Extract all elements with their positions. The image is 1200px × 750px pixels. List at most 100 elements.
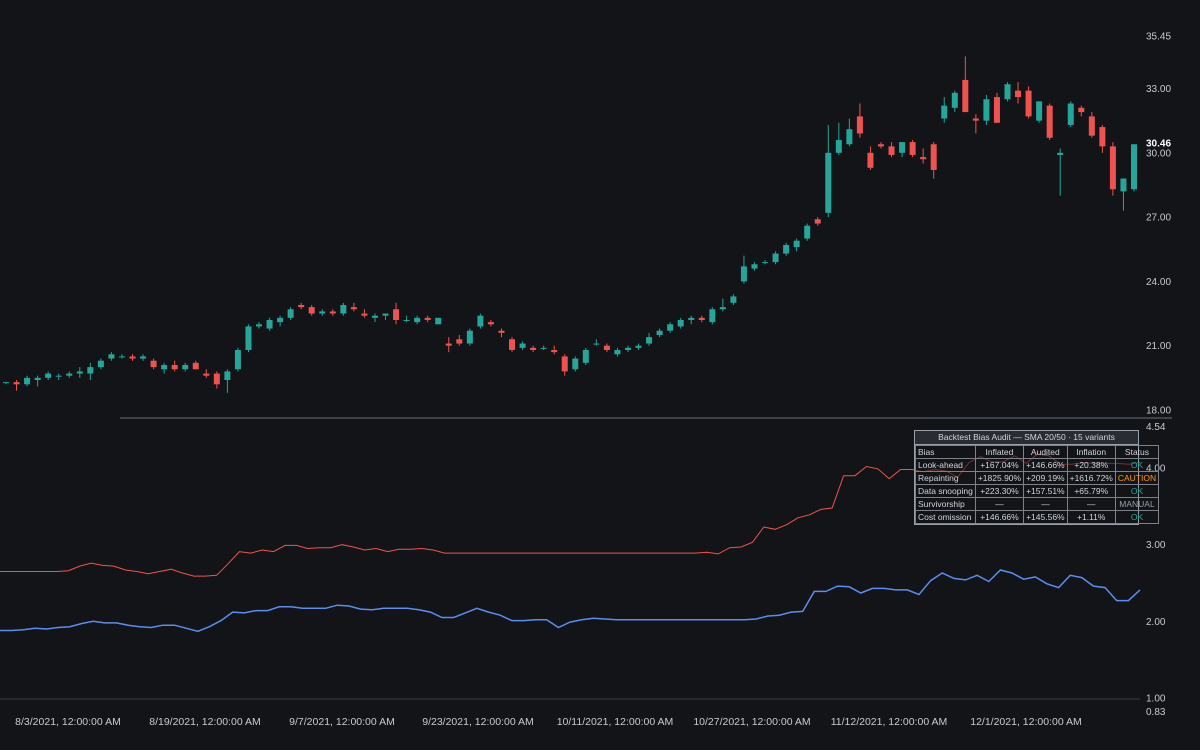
bias-audit-table: Backtest Bias Audit — SMA 20/50 · 15 var… xyxy=(914,430,1160,525)
candle-body xyxy=(1036,101,1043,121)
candle-body xyxy=(477,315,484,327)
value-tick-label: 2.00 xyxy=(1146,617,1166,628)
price-axis[interactable]: 35.45 33.00 30.00 27.00 24.00 21.00 18.00 30.46 xyxy=(1146,32,1171,417)
status-badge: OK xyxy=(1114,458,1160,472)
last-price-label: 30.46 xyxy=(1146,138,1171,149)
price-tick-label: 30.00 xyxy=(1146,148,1171,159)
candle-body xyxy=(298,304,305,308)
candle-body xyxy=(793,240,800,248)
candle-body xyxy=(350,307,357,310)
status-badge: MANUAL xyxy=(1114,497,1160,511)
candle-body xyxy=(783,244,790,254)
candle-body xyxy=(519,343,526,348)
candle-body xyxy=(762,262,769,264)
candle-body xyxy=(877,144,884,147)
row-bias: Data snooping xyxy=(915,484,976,498)
candle-body xyxy=(983,99,990,121)
candle-body xyxy=(445,343,452,346)
row-bias: Cost omission xyxy=(915,510,976,524)
candle-body xyxy=(66,373,73,376)
candle-body xyxy=(97,360,104,368)
candle-body xyxy=(435,317,442,325)
candle-body xyxy=(1004,84,1011,100)
candle-body xyxy=(3,382,9,384)
candle-body xyxy=(340,304,347,314)
price-tick-label: 27.00 xyxy=(1146,213,1171,224)
candle-body xyxy=(614,349,621,355)
row-audited: +157.51% xyxy=(1023,484,1068,498)
candle-body xyxy=(888,146,895,155)
candle-body xyxy=(182,364,189,370)
candle-body xyxy=(899,142,906,153)
time-tick-label: 10/27/2021, 12:00:00 AM xyxy=(693,716,810,728)
time-tick-label: 8/3/2021, 12:00:00 AM xyxy=(15,716,121,728)
value-tick-label: 0.83 xyxy=(1146,707,1166,718)
candle-body xyxy=(1088,116,1095,136)
candle-body xyxy=(972,118,979,121)
candle-body xyxy=(603,345,610,350)
price-tick-label: 33.00 xyxy=(1146,84,1171,95)
candle-body xyxy=(646,337,653,344)
time-tick-label: 12/1/2021, 12:00:00 AM xyxy=(970,716,1082,728)
row-inflation: — xyxy=(1066,497,1116,511)
candle-body xyxy=(624,347,631,350)
header-inflation: Inflation xyxy=(1066,445,1116,459)
candle-body xyxy=(740,266,747,282)
candle-body xyxy=(582,349,589,363)
table-row: Data snooping +223.30% +157.51% +65.79% … xyxy=(915,484,1160,498)
candle-body xyxy=(329,311,336,314)
candle-body xyxy=(677,319,684,327)
candle-body xyxy=(150,360,157,368)
candle-body xyxy=(688,317,695,320)
value-tick-label: 4.54 xyxy=(1146,422,1166,433)
table-row: Repainting +1825.90% +209.19% +1616.72% … xyxy=(915,471,1160,485)
candle-body xyxy=(540,347,547,349)
candle-body xyxy=(667,324,674,331)
header-bias: Bias xyxy=(915,445,976,459)
candle-body xyxy=(213,373,220,385)
candle-body xyxy=(161,364,168,370)
time-axis[interactable]: 8/3/2021, 12:00:00 AM 8/19/2021, 12:00:00… xyxy=(15,716,1082,728)
candle-body xyxy=(76,371,83,374)
row-audited: +209.19% xyxy=(1023,471,1068,485)
candle-body xyxy=(730,296,737,303)
time-tick-label: 8/19/2021, 12:00:00 AM xyxy=(149,716,261,728)
time-tick-label: 10/11/2021, 12:00:00 AM xyxy=(557,716,674,728)
row-audited: +145.56% xyxy=(1023,510,1068,524)
candlestick-series xyxy=(3,56,1137,393)
candle-body xyxy=(1067,103,1074,125)
candle-body xyxy=(224,371,231,380)
status-badge: OK xyxy=(1114,484,1160,498)
candle-body xyxy=(466,330,473,344)
candle-body xyxy=(551,349,558,353)
candle-body xyxy=(140,356,147,359)
row-inflated: +223.30% xyxy=(974,484,1025,498)
value-tick-label: 1.00 xyxy=(1146,694,1166,705)
candle-body xyxy=(656,330,663,335)
status-badge: OK xyxy=(1114,510,1160,524)
candle-body xyxy=(930,144,937,170)
audited-equity-line xyxy=(0,569,1141,633)
candle-body xyxy=(424,317,431,320)
row-inflation: +20.38% xyxy=(1066,458,1116,472)
candle-body xyxy=(509,339,516,350)
candle-body xyxy=(698,317,705,320)
candle-body xyxy=(709,309,716,323)
candle-body xyxy=(719,307,726,310)
price-tick-label: 21.00 xyxy=(1146,341,1171,352)
candle-body xyxy=(118,356,125,358)
candle-body xyxy=(593,343,600,345)
row-bias: Repainting xyxy=(915,471,976,485)
candle-body xyxy=(856,116,863,134)
candle-body xyxy=(867,152,874,168)
row-inflation: +1616.72% xyxy=(1066,471,1116,485)
audit-table-title: Backtest Bias Audit — SMA 20/50 · 15 var… xyxy=(915,431,1138,445)
price-tick-label: 35.45 xyxy=(1146,32,1171,43)
candle-body xyxy=(308,307,315,314)
candle-body xyxy=(561,356,568,372)
candle-body xyxy=(266,319,273,329)
candle-body xyxy=(772,253,779,263)
table-row: Cost omission +146.66% +145.56% +1.11% O… xyxy=(915,510,1160,524)
candle-body xyxy=(498,330,505,333)
